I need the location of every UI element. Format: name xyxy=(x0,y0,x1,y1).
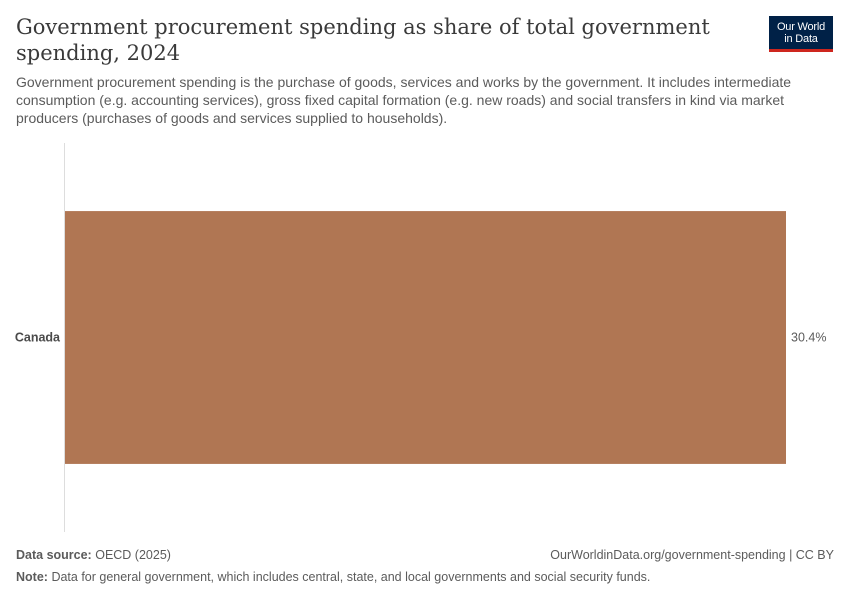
chart-title: Government procurement spending as share… xyxy=(16,15,710,65)
footer-note: Note: Data for general government, which… xyxy=(16,569,834,585)
chart-subtitle: Government procurement spending is the p… xyxy=(16,74,792,126)
category-label: Canada xyxy=(15,331,61,345)
value-label: 30.4% xyxy=(791,331,826,345)
owid-logo[interactable]: Our World in Data xyxy=(769,16,833,52)
data-source-label: Data source: xyxy=(16,548,92,562)
logo-line-1: Our World xyxy=(776,21,826,33)
logo-line-2: in Data xyxy=(784,33,818,45)
note-text: Data for general government, which inclu… xyxy=(51,570,651,584)
bar-canada[interactable] xyxy=(65,211,786,464)
data-source-value[interactable]: OECD (2025) xyxy=(95,548,171,562)
source-url[interactable]: OurWorldinData.org/government-spending |… xyxy=(550,548,834,562)
data-source: Data source: OECD (2025) xyxy=(16,547,171,563)
note-label: Note: xyxy=(16,570,48,584)
footer-source-row: Data source: OECD (2025) OurWorldinData.… xyxy=(16,547,834,563)
